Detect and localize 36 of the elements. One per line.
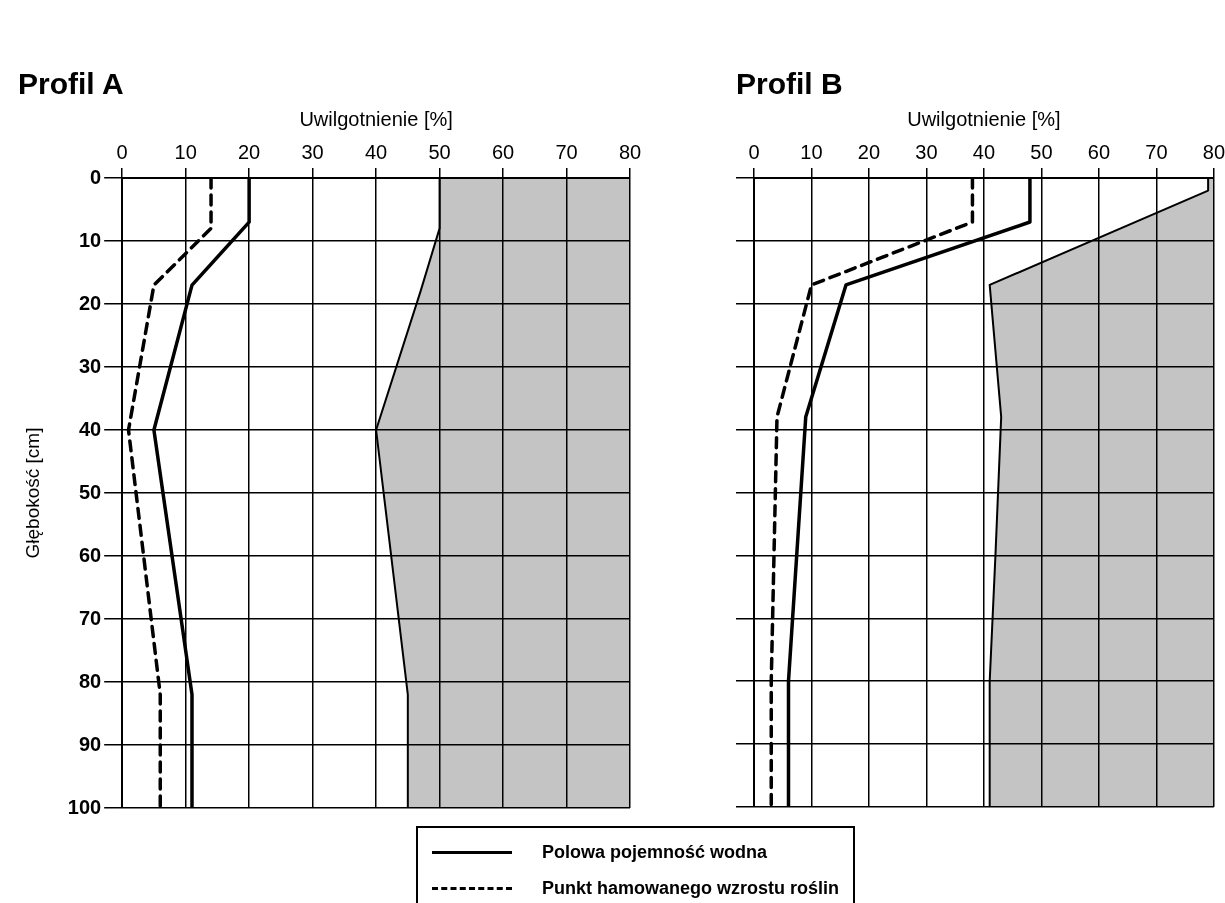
x-tick-label: 30 — [301, 140, 324, 163]
x-tick-label: 10 — [174, 140, 197, 163]
x-tick-label: 30 — [915, 140, 938, 163]
x-tick-label: 60 — [491, 140, 515, 163]
x-tick-label: 50 — [1030, 140, 1053, 163]
x-tick-label: 70 — [1145, 140, 1168, 163]
x-tick-label: 20 — [857, 140, 881, 163]
x-tick-label: 70 — [555, 140, 578, 163]
x-tick-label: 10 — [800, 140, 823, 163]
y-axis-title: Głębokość [cm] — [21, 427, 43, 559]
x-axis-title: Uwilgotnienie [%] — [299, 107, 453, 130]
y-tick-label: 50 — [78, 480, 102, 503]
legend-label: Polowa pojemność wodna — [542, 841, 768, 863]
x-tick-label: 20 — [238, 140, 261, 163]
y-tick-label: 40 — [78, 417, 102, 440]
x-tick-label: 0 — [748, 140, 760, 163]
x-tick-label: 80 — [618, 140, 642, 163]
legend-label: Punkt hamowanego wzrostu roślin — [542, 877, 840, 899]
y-tick-label: 20 — [78, 291, 102, 314]
x-tick-label: 50 — [428, 140, 451, 163]
x-tick-label: 80 — [1202, 140, 1225, 163]
y-tick-label: 70 — [78, 606, 102, 629]
y-tick-label: 30 — [78, 354, 102, 377]
y-tick-label: 100 — [67, 795, 102, 818]
x-tick-label: 40 — [364, 140, 388, 163]
x-axis-title: Uwilgotnienie [%] — [907, 107, 1061, 130]
y-tick-label: 60 — [78, 543, 102, 566]
x-tick-label: 0 — [116, 140, 128, 163]
y-tick-label: 0 — [90, 165, 102, 188]
x-tick-label: 60 — [1087, 140, 1111, 163]
chart-title: Profil A — [18, 67, 124, 101]
y-tick-label: 90 — [78, 732, 102, 755]
x-tick-label: 40 — [972, 140, 996, 163]
chart-title: Profil B — [736, 67, 843, 101]
y-tick-label: 10 — [78, 228, 102, 251]
y-tick-label: 80 — [78, 669, 102, 692]
